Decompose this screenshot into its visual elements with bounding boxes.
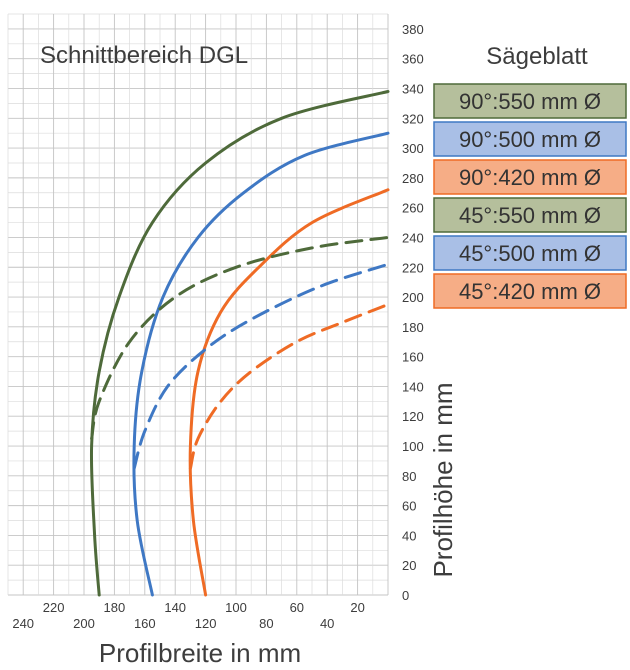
legend-swatch <box>433 159 627 195</box>
y-tick-label: 120 <box>402 409 424 424</box>
legend-swatch <box>433 235 627 271</box>
y-tick-label: 40 <box>402 528 416 543</box>
tick-labels: 0 20 40 60 80 100 120 140 160 180 200 220 240 260 280 3… <box>12 22 423 631</box>
y-tick-label: 280 <box>402 171 424 186</box>
grid <box>7 13 389 596</box>
legend-label: 45°:500 mm Ø <box>459 241 601 266</box>
legend-swatch <box>433 273 627 309</box>
y-tick-label: 380 <box>402 22 424 37</box>
y-tick-label: 180 <box>402 320 424 335</box>
y-tick-label: 140 <box>402 379 424 394</box>
x-tick-label: 180 <box>104 600 126 615</box>
y-tick-label: 320 <box>402 111 424 126</box>
x-tick-label: 60 <box>290 600 304 615</box>
legend-swatch <box>433 83 627 119</box>
x-axis-label: Profilbreite in mm <box>99 638 301 668</box>
legend: 90°:550 mm Ø 90°:500 mm Ø 90°:420 mm Ø 45°:… <box>433 83 627 309</box>
x-tick-label: 160 <box>134 616 156 631</box>
x-tick-label: 240 <box>12 616 34 631</box>
y-tick-label: 20 <box>402 558 416 573</box>
x-tick-label: 100 <box>225 600 247 615</box>
legend-item-2: 90°:500 mm Ø <box>433 121 627 157</box>
y-tick-label: 60 <box>402 499 416 514</box>
x-tick-label: 20 <box>350 600 364 615</box>
legend-title: Sägeblatt <box>486 43 588 70</box>
y-tick-label: 260 <box>402 201 424 216</box>
x-tick-label: 200 <box>73 616 95 631</box>
y-tick-label: 220 <box>402 260 424 275</box>
y-tick-label: 160 <box>402 350 424 365</box>
legend-label: 90°:550 mm Ø <box>459 89 601 114</box>
legend-label: 45°:420 mm Ø <box>459 279 601 304</box>
legend-item-3: 90°:420 mm Ø <box>433 159 627 195</box>
y-axis-label: Profilhöhe in mm <box>428 382 458 577</box>
y-tick-label: 80 <box>402 469 416 484</box>
x-tick-label: 80 <box>259 616 273 631</box>
chart-title: Schnittbereich DGL <box>40 42 248 69</box>
legend-item-6: 45°:420 mm Ø <box>433 273 627 309</box>
y-tick-label: 0 <box>402 588 409 603</box>
x-tick-label: 40 <box>320 616 334 631</box>
legend-item-4: 45°:550 mm Ø <box>433 197 627 233</box>
series-line-5 <box>132 262 390 470</box>
y-tick-label: 340 <box>402 81 424 96</box>
y-tick-label: 240 <box>402 230 424 245</box>
series-line-2 <box>132 131 390 597</box>
series-lines <box>89 90 390 597</box>
series-line-1 <box>89 90 390 597</box>
legend-label: 90°:420 mm Ø <box>459 165 601 190</box>
y-tick-label: 100 <box>402 439 424 454</box>
x-tick-label: 120 <box>195 616 217 631</box>
y-tick-label: 200 <box>402 290 424 305</box>
y-tick-label: 300 <box>402 141 424 156</box>
x-tick-label: 140 <box>164 600 186 615</box>
y-tick-label: 360 <box>402 52 424 67</box>
x-tick-label: 220 <box>43 600 65 615</box>
series-line-6 <box>188 303 390 470</box>
legend-item-1: 90°:550 mm Ø <box>433 83 627 119</box>
legend-item-5: 45°:500 mm Ø <box>433 235 627 271</box>
series-line-3 <box>188 188 390 597</box>
series-line-4 <box>90 236 390 441</box>
legend-swatch <box>433 121 627 157</box>
legend-label: 45°:550 mm Ø <box>459 203 601 228</box>
legend-swatch <box>433 197 627 233</box>
legend-label: 90°:500 mm Ø <box>459 127 601 152</box>
